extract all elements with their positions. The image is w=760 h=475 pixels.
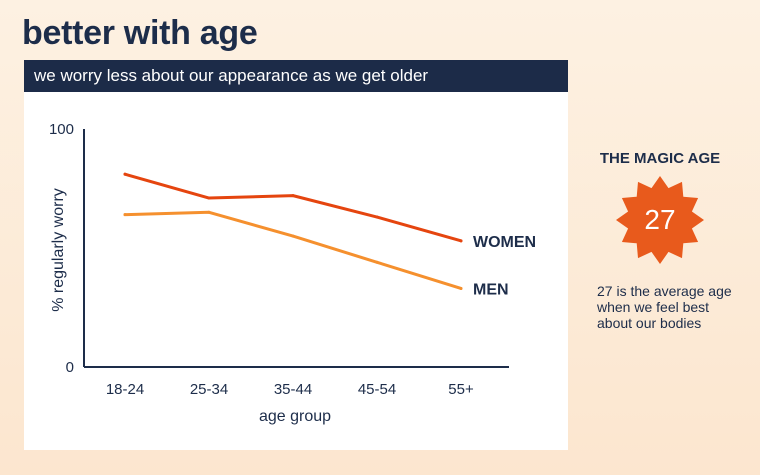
subtitle-bar: we worry less about our appearance as we…	[24, 60, 568, 92]
data-point	[207, 210, 211, 214]
x-tick-label: 18-24	[106, 381, 144, 398]
y-axis-title: % regularly worry	[50, 188, 67, 312]
x-tick-label: 35-44	[274, 381, 312, 398]
series-line-women	[123, 172, 463, 243]
x-axis-title: age group	[259, 408, 331, 425]
data-point	[291, 234, 295, 238]
starburst-shape	[616, 176, 704, 264]
data-point	[459, 286, 463, 290]
magic-age-panel: THE MAGIC AGE 27 27 is the average age w…	[592, 150, 752, 331]
x-tick-label: 45-54	[358, 381, 396, 398]
starburst-icon	[616, 176, 704, 264]
y-tick-label: 0	[66, 359, 74, 376]
magic-age-badge: 27	[615, 175, 705, 265]
data-point	[375, 215, 379, 219]
x-tick-label: 25-34	[190, 381, 228, 398]
chart-panel: 100 0 18-24 25-34 35-44 45-54 55+ age group % re…	[24, 92, 568, 450]
y-tick-label: 100	[49, 121, 74, 138]
series-label-women: WOMEN	[473, 234, 536, 251]
data-point	[375, 260, 379, 264]
line-chart: 100 0 18-24 25-34 35-44 45-54 55+ age group % re…	[49, 121, 536, 425]
series-label-men: MEN	[473, 281, 509, 298]
data-point	[207, 196, 211, 200]
chart-labels: WOMEN MEN	[473, 234, 536, 299]
magic-age-heading: THE MAGIC AGE	[599, 150, 721, 167]
series-line-men	[123, 210, 463, 290]
page-title: better with age	[22, 14, 258, 52]
magic-age-number: 27	[644, 204, 676, 235]
chart-axes: 100 0 18-24 25-34 35-44 45-54 55+ age group % re…	[49, 121, 509, 425]
chart-series	[123, 172, 463, 290]
data-point	[123, 172, 127, 176]
subtitle: we worry less about our appearance as we…	[34, 66, 429, 85]
data-point	[459, 239, 463, 243]
data-point	[123, 213, 127, 217]
magic-age-description: 27 is the average age when we feel best …	[597, 283, 732, 331]
data-point	[291, 194, 295, 198]
x-tick-label: 55+	[448, 381, 474, 398]
